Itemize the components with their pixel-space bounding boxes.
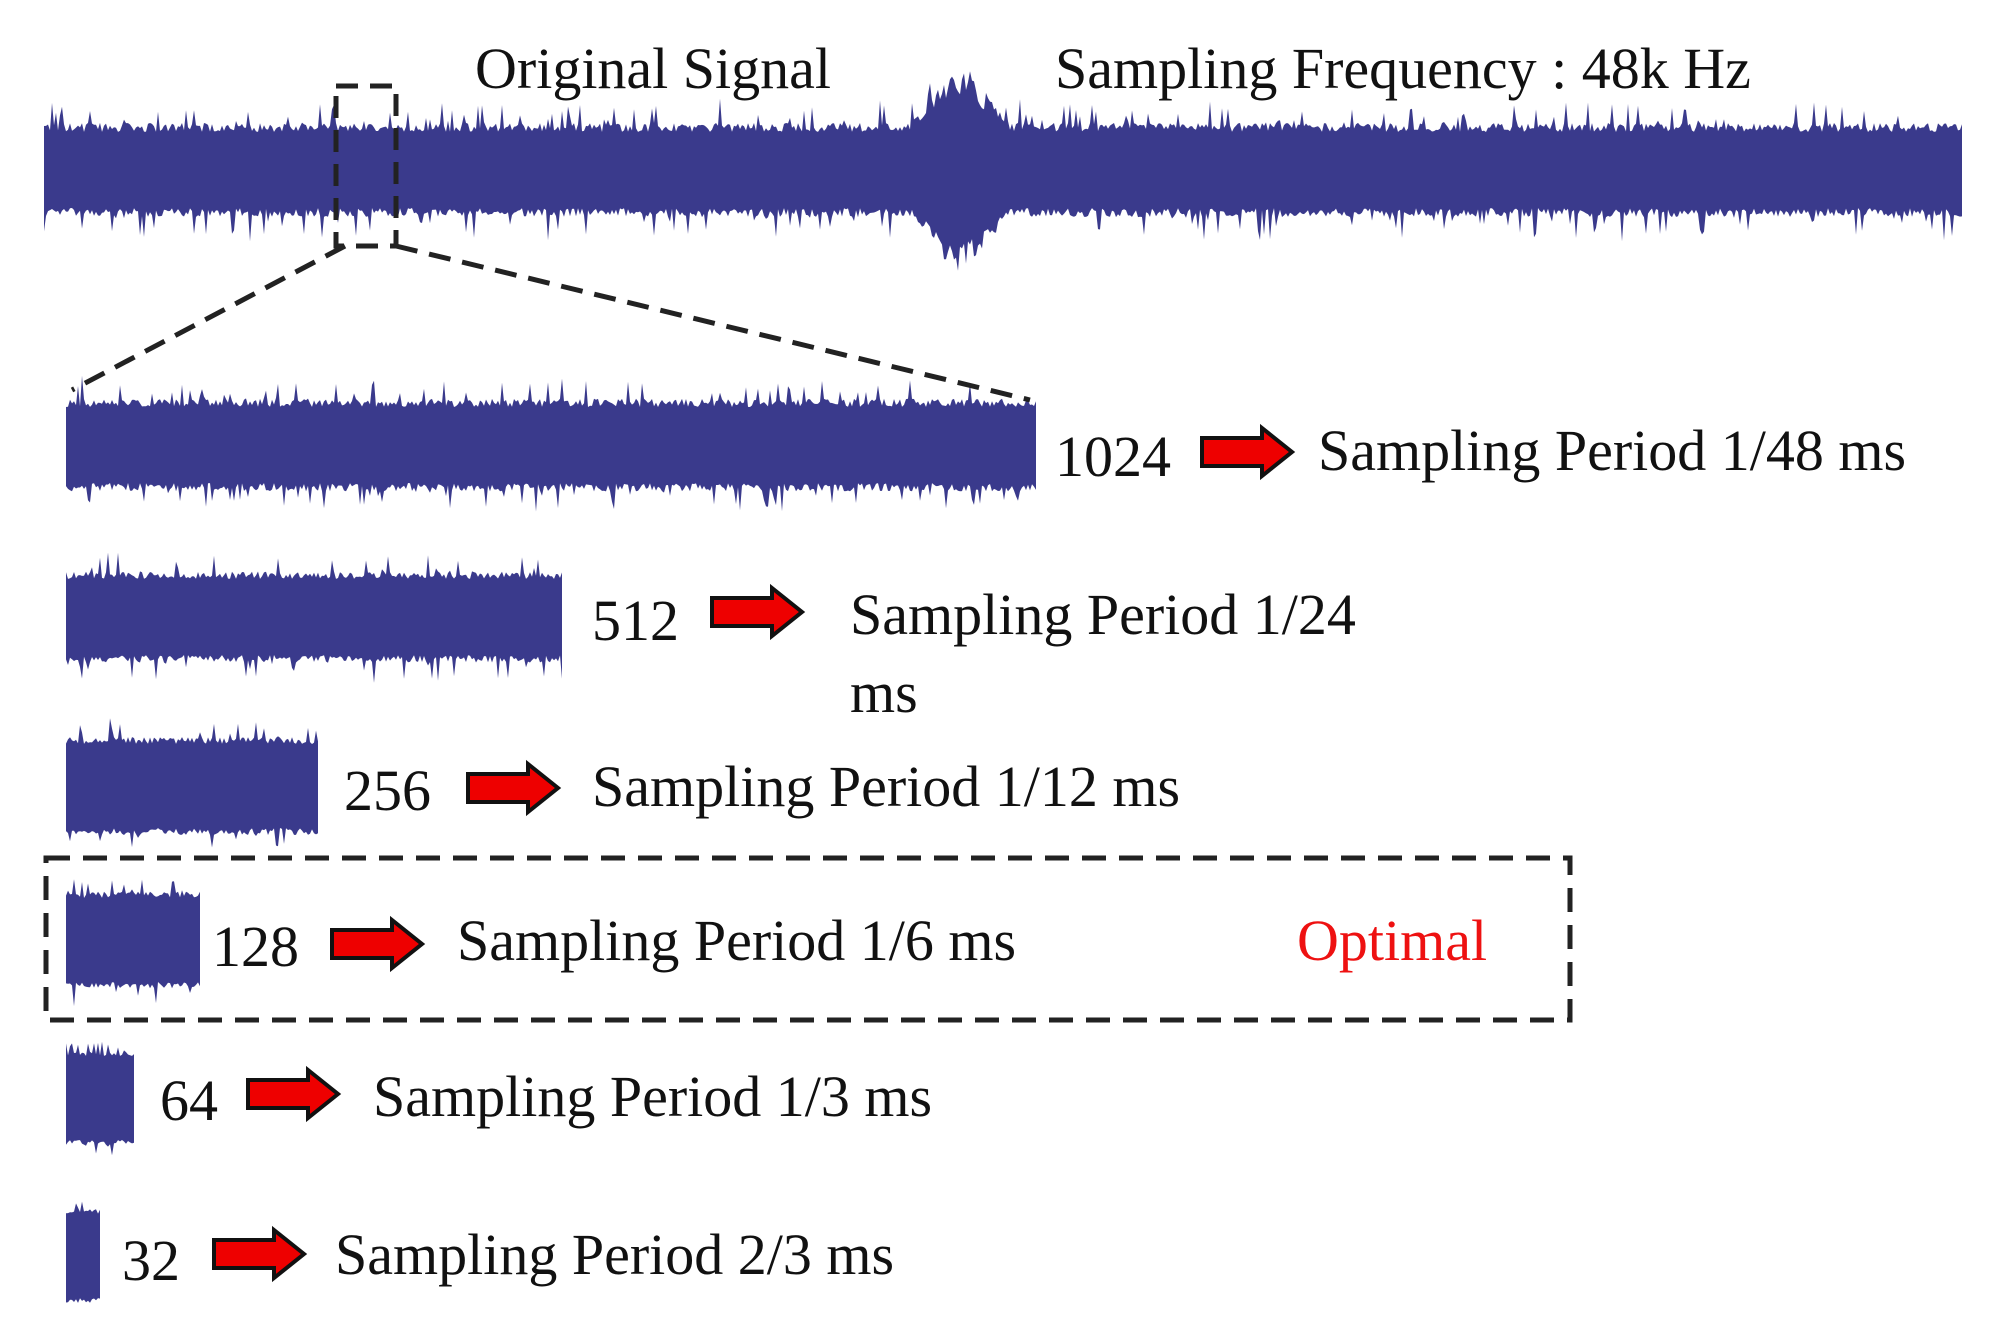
row-512-period: Sampling Period 1/24 (850, 582, 1356, 647)
row-64-size: 64 (160, 1068, 218, 1133)
row-1024-size: 1024 (1055, 424, 1171, 489)
row-256-period: Sampling Period 1/12 ms (592, 754, 1181, 819)
row-1024-period: Sampling Period 1/48 ms (1318, 418, 1907, 483)
row-512-period-unit: ms (850, 660, 918, 725)
arrows (212, 423, 1296, 1283)
row-32-period: Sampling Period 2/3 ms (335, 1222, 895, 1287)
sampling-frequency-label: Sampling Frequency : 48k Hz (1055, 36, 1751, 101)
arrow-128 (330, 915, 426, 973)
zoom-selection-box (333, 83, 399, 249)
row-32-size: 32 (122, 1228, 180, 1293)
original-signal-title: Original Signal (475, 36, 832, 101)
arrow-256 (466, 759, 562, 817)
optimal-highlight-box (43, 855, 1573, 1023)
waveform-128 (66, 879, 200, 1007)
waveforms (44, 71, 1962, 1303)
row-256-size: 256 (344, 758, 431, 823)
arrow-512 (710, 583, 806, 641)
optimal-label: Optimal (1297, 908, 1488, 973)
original-signal-waveform (44, 71, 1962, 271)
waveform-512 (66, 552, 562, 683)
waveform-1024 (66, 375, 1036, 512)
waveform-64 (66, 1041, 134, 1156)
zoom-line-right (395, 243, 1031, 403)
arrow-64 (246, 1065, 342, 1123)
row-128-size: 128 (212, 914, 299, 979)
row-512-size: 512 (592, 588, 679, 653)
row-64-period: Sampling Period 1/3 ms (373, 1064, 933, 1129)
arrow-32 (212, 1225, 308, 1283)
zoom-line-left (70, 243, 347, 393)
row-128-period: Sampling Period 1/6 ms (457, 908, 1017, 973)
arrow-1024 (1200, 423, 1296, 481)
waveform-256 (66, 718, 318, 848)
waveform-32 (66, 1201, 100, 1303)
